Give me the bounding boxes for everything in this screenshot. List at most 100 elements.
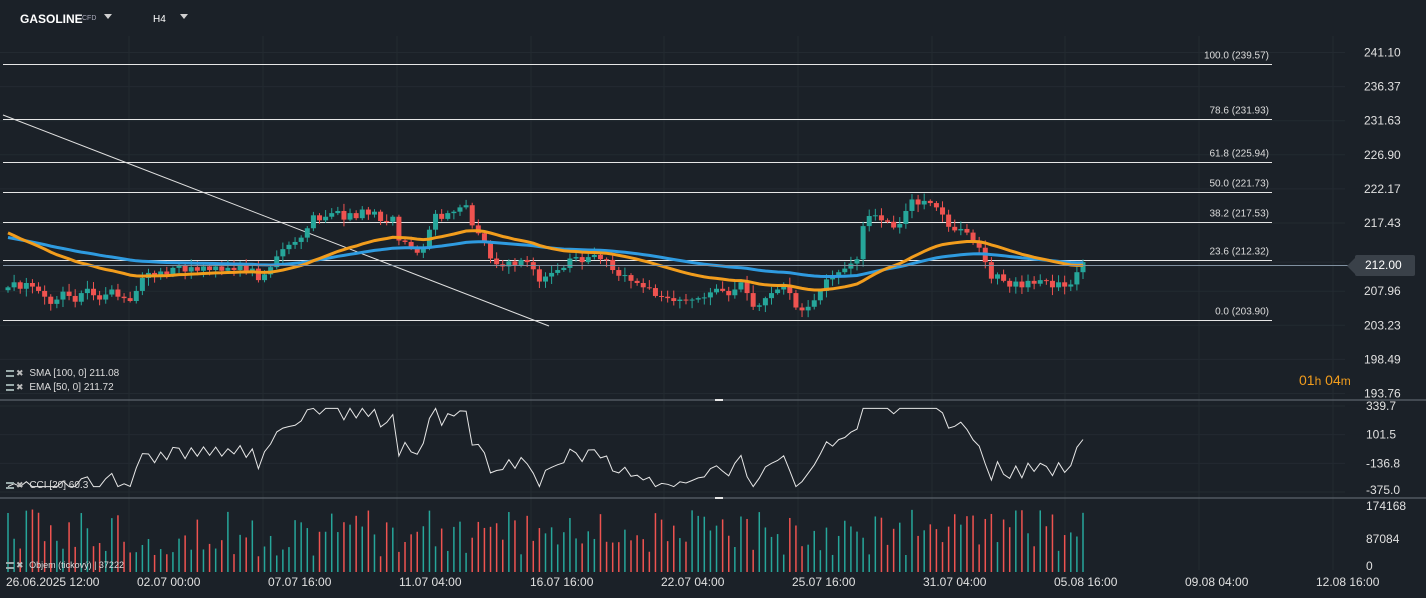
cci-legend[interactable]: ✖ CCI [20] 60.3 (6, 480, 88, 491)
candle-body (420, 247, 426, 253)
cci-tick-label: 101.5 (1366, 428, 1396, 442)
candle-body (793, 293, 799, 308)
candle-body (402, 240, 408, 242)
ema-legend[interactable]: ✖ EMA [50, 0] 211.72 (6, 382, 114, 393)
current-price-tag: 212.00 (1347, 255, 1415, 276)
candle-body (738, 282, 744, 290)
candle-body (66, 291, 72, 296)
candle-body (384, 221, 390, 223)
price-axis: 241.10 236.37 231.63 226.90 222.17 217.43 207.… (1364, 46, 1401, 401)
candle-body (781, 285, 787, 290)
candle-body (665, 296, 671, 299)
candle-body (262, 274, 268, 281)
candle-body (23, 283, 29, 289)
candle-body (1074, 272, 1080, 285)
candle-body (188, 267, 194, 272)
candle-body (109, 289, 115, 295)
price-tick-label: 236.37 (1364, 80, 1401, 94)
close-icon[interactable]: ✖ (16, 382, 24, 392)
candle-body (536, 269, 542, 282)
candle-body (378, 211, 384, 222)
candle-body (842, 268, 848, 273)
candle-body (634, 280, 640, 284)
price-tick-label: 231.63 (1364, 114, 1401, 128)
candle-body (750, 293, 756, 307)
candle-body (604, 259, 610, 261)
fib-level-label: 38.2 (217.53) (1210, 209, 1270, 220)
symbol-name[interactable]: GASOLINE (20, 12, 83, 26)
candle-body (799, 307, 805, 311)
close-icon[interactable]: ✖ (16, 368, 24, 378)
time-tick-label: 31.07 04:00 (923, 575, 987, 589)
candle-body (481, 233, 487, 242)
timeframe-dropdown-icon[interactable] (180, 14, 188, 19)
candle-body (60, 291, 66, 300)
ema-label: EMA [50, 0] (29, 382, 82, 393)
top-toolbar: GASOLINE CFD H4 (0, 0, 1426, 36)
candle-body (671, 298, 677, 302)
candle-body (139, 277, 145, 291)
volume-legend[interactable]: ✖ Objem (tickový) | 37222 (6, 560, 124, 571)
candle-body (921, 200, 927, 205)
candle-body (29, 283, 35, 287)
candle-body (610, 259, 616, 271)
candle-body (310, 215, 316, 229)
candle-body (573, 257, 579, 259)
candle-body (762, 298, 768, 306)
candle-body (341, 210, 347, 220)
candle-body (964, 228, 970, 233)
fib-level-label: 50.0 (221.73) (1210, 179, 1270, 190)
candle-body (274, 256, 280, 268)
candle-body (817, 290, 823, 301)
candle-body (744, 282, 750, 294)
timeframe-selector[interactable]: H4 (153, 14, 166, 25)
close-icon[interactable]: ✖ (16, 480, 24, 490)
candle-body (194, 267, 200, 271)
candle-body (133, 290, 139, 302)
candle-body (414, 248, 420, 253)
candle-body (506, 261, 512, 267)
candle-body (304, 228, 310, 238)
cci-value: 60.3 (68, 480, 89, 491)
candle-body (830, 277, 836, 280)
time-tick-label: 11.07 04:00 (399, 575, 462, 589)
grid-lines (0, 36, 1345, 570)
settings-icon[interactable] (6, 481, 14, 489)
symbol-dropdown-icon[interactable] (104, 14, 112, 19)
settings-icon[interactable] (6, 562, 14, 570)
fib-level-label: 61.8 (225.94) (1210, 149, 1270, 160)
price-tick-label: 193.76 (1364, 387, 1401, 401)
candle-body (1049, 280, 1055, 288)
candle-body (353, 213, 359, 219)
candle-body (872, 215, 878, 217)
settings-icon[interactable] (6, 383, 14, 391)
candle-body (543, 276, 548, 282)
candle-body (659, 295, 665, 297)
candle-body (860, 226, 866, 260)
candle-body (255, 268, 261, 281)
settings-icon[interactable] (6, 369, 14, 377)
candle-body (323, 216, 329, 221)
candle-body (237, 265, 243, 271)
candle-body (946, 214, 952, 227)
candle-body (1013, 281, 1019, 287)
candle-body (445, 213, 451, 219)
candle-body (17, 282, 23, 289)
candle-body (121, 296, 127, 299)
countdown-minutes: 04 (1325, 372, 1341, 388)
candle-body (225, 267, 231, 271)
candle-body (591, 254, 597, 258)
close-icon[interactable]: ✖ (16, 560, 24, 570)
time-tick-label: 16.07 16:00 (530, 575, 594, 589)
candle-body (158, 271, 164, 277)
sma-line (7, 236, 1083, 278)
sma-legend[interactable]: ✖ SMA [100, 0] 211.08 (6, 368, 119, 379)
candle-body (1007, 280, 1013, 287)
candle-body (176, 265, 182, 268)
pane-resize-handle-1 (715, 399, 723, 401)
countdown-hours: 01 (1299, 372, 1315, 388)
candle-body (970, 232, 976, 241)
candle-body (91, 288, 97, 296)
symbol-type: CFD (82, 15, 97, 22)
